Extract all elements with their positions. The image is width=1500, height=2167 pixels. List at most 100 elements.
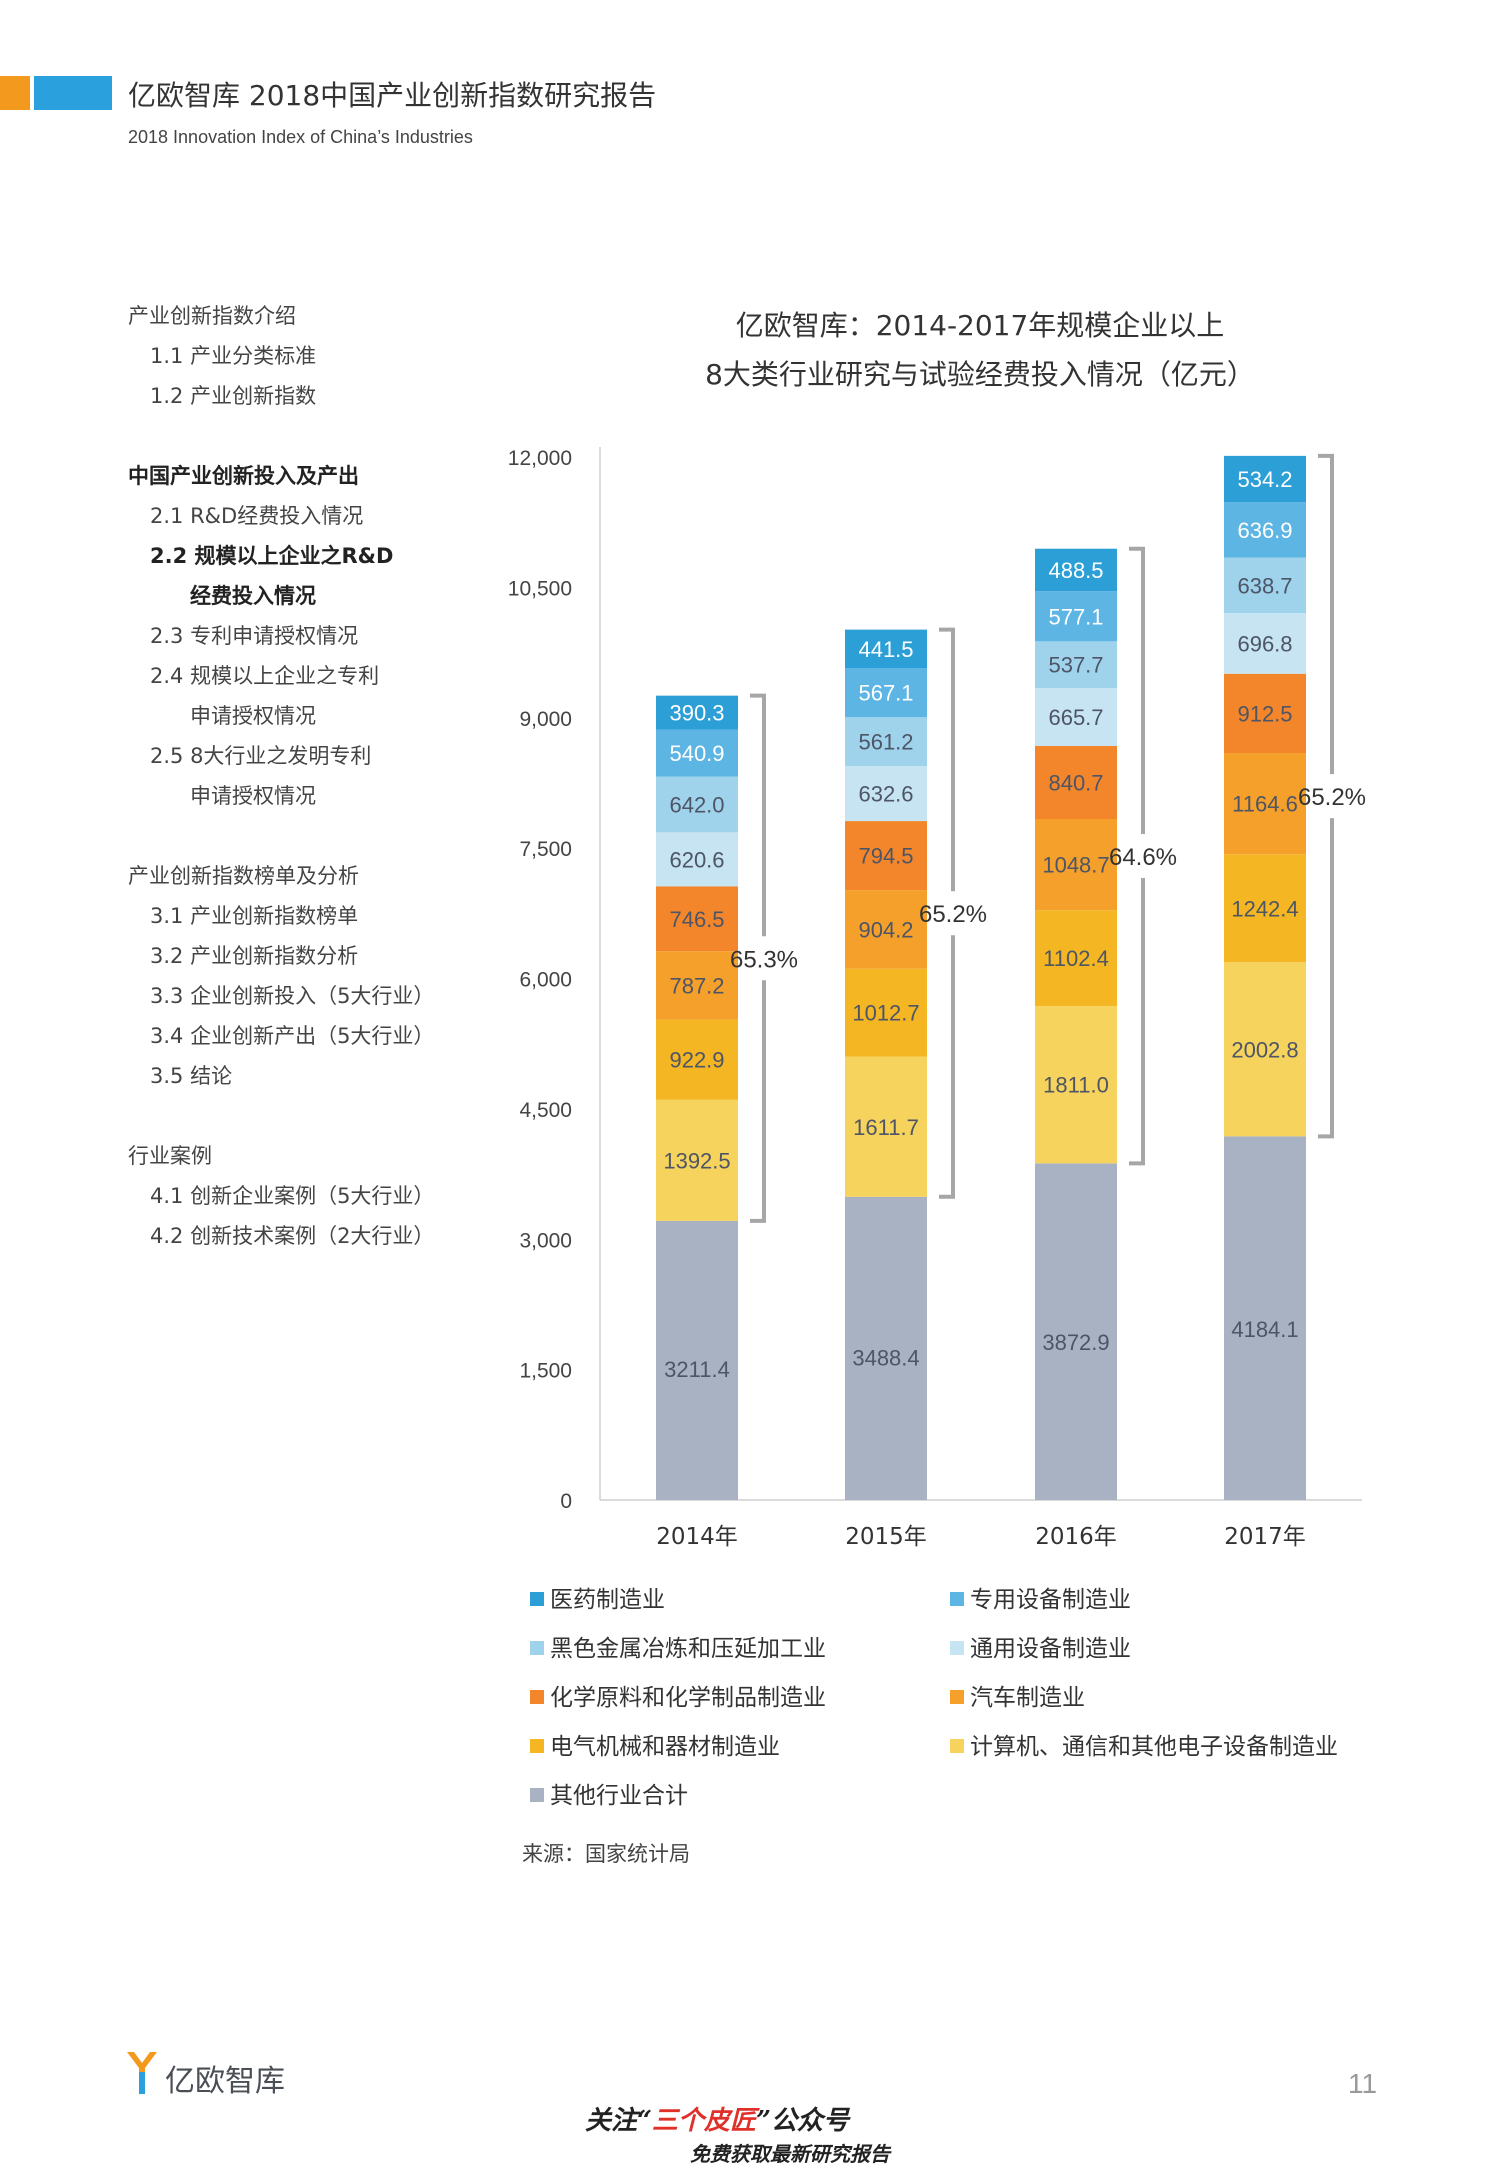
share-bracket <box>939 627 955 892</box>
legend-item: 化学原料和化学制品制造业 <box>530 1678 826 1712</box>
bar-segment <box>845 821 927 891</box>
bar-segment <box>1224 502 1306 558</box>
bar-segment <box>1224 854 1306 963</box>
bar-segment <box>1224 557 1306 614</box>
bar-segment <box>1035 819 1117 911</box>
chart-title-line1: 亿欧智库：2014-2017年规模企业以上 <box>735 309 1225 342</box>
bar-data-label: 642.0 <box>669 792 724 817</box>
toc-item: 3.1 产业创新指数榜单 <box>150 904 359 928</box>
share-bracket <box>1318 453 1334 775</box>
bar-segment <box>1035 688 1117 746</box>
bar-data-label: 1048.7 <box>1042 853 1109 878</box>
share-bracket <box>1129 878 1145 1166</box>
legend-label: 医药制造业 <box>550 1587 665 1613</box>
bar-segment <box>656 776 738 833</box>
bar-data-label: 390.3 <box>669 701 724 726</box>
bar-segment <box>656 1220 738 1500</box>
toc-item: 4.2 创新技术案例（2大行业） <box>150 1224 435 1248</box>
legend-item: 汽车制造业 <box>950 1678 1085 1712</box>
bar-segment <box>656 951 738 1020</box>
bar-data-label: 2002.8 <box>1231 1037 1298 1062</box>
bar-segment <box>1035 591 1117 642</box>
chart-legend: 医药制造业 专用设备制造业 黑色金属冶炼和压延加工业 通用设备制造业 化学原料和化学制品… <box>530 1580 1430 1830</box>
toc-item: 产业创新指数榜单及分析 <box>128 864 359 888</box>
share-bracket <box>1318 818 1334 1139</box>
bar-data-label: 665.7 <box>1048 705 1103 730</box>
bar-data-label: 620.6 <box>669 847 724 872</box>
legend-swatch <box>950 1690 964 1704</box>
bar-segment <box>845 890 927 969</box>
legend-swatch <box>530 1690 544 1704</box>
bar-segment <box>845 766 927 822</box>
bar-data-label: 1392.5 <box>663 1148 730 1173</box>
share-bracket <box>1129 546 1145 835</box>
bar-data-label: 912.5 <box>1237 701 1292 726</box>
legend-label: 专用设备制造业 <box>970 1587 1131 1613</box>
share-percent-label: 65.2% <box>919 901 987 928</box>
legend-label: 其他行业合计 <box>550 1783 688 1809</box>
y-tick-label: 6,000 <box>519 969 572 992</box>
bar-data-label: 3872.9 <box>1042 1330 1109 1355</box>
bar-segment <box>845 629 927 668</box>
toc-item: 申请授权情况 <box>190 784 316 808</box>
bar-segment <box>1035 641 1117 689</box>
bar-data-label: 794.5 <box>858 844 913 869</box>
bar-data-label: 1242.4 <box>1231 896 1298 921</box>
bar-data-label: 638.7 <box>1237 573 1292 598</box>
toc-item: 1.2 产业创新指数 <box>150 384 317 408</box>
bar-segment <box>1035 1005 1117 1164</box>
bar-segment <box>656 886 738 952</box>
legend-item: 专用设备制造业 <box>950 1580 1131 1614</box>
toc-item: 3.2 产业创新指数分析 <box>150 944 359 968</box>
share-bracket <box>750 693 766 937</box>
toc-item: 经费投入情况 <box>190 584 316 608</box>
legend-swatch <box>530 1788 544 1802</box>
legend-item: 通用设备制造业 <box>950 1629 1131 1663</box>
share-bracket <box>939 935 955 1199</box>
toc-item: 产业创新指数介绍 <box>128 304 296 328</box>
bar-data-label: 636.9 <box>1237 518 1292 543</box>
page-number: 11 <box>1348 2068 1378 2099</box>
y-tick-label: 10,500 <box>508 577 572 600</box>
toc-item: 3.3 企业创新投入（5大行业） <box>150 984 435 1008</box>
bar-segment <box>656 729 738 777</box>
toc-item: 3.4 企业创新产出（5大行业） <box>150 1024 435 1048</box>
x-tick-label: 2016年 <box>1035 1524 1117 1550</box>
legend-swatch <box>950 1641 964 1655</box>
report-subtitle: 2018 Innovation Index of China’s Industr… <box>128 127 473 147</box>
bar-segment <box>656 695 738 730</box>
bar-data-label: 3488.4 <box>852 1345 919 1370</box>
toc-item: 行业案例 <box>128 1144 212 1168</box>
legend-label: 计算机、通信和其他电子设备制造业 <box>970 1734 1338 1760</box>
bar-data-label: 567.1 <box>858 681 913 706</box>
bar-data-label: 4184.1 <box>1231 1317 1298 1342</box>
toc-item: 2.5 8大行业之发明专利 <box>150 744 372 768</box>
bar-data-label: 1164.6 <box>1232 792 1298 817</box>
toc-item: 2.2 规模以上企业之R&D <box>150 544 394 568</box>
share-percent-label: 65.2% <box>1298 784 1366 811</box>
bar-segment <box>845 717 927 767</box>
bar-segment <box>656 1099 738 1221</box>
toc-item: 4.1 创新企业案例（5大行业） <box>150 1184 435 1208</box>
x-tick-label: 2017年 <box>1224 1524 1306 1550</box>
bar-segment <box>1224 673 1306 754</box>
bar-data-label: 746.5 <box>669 907 724 932</box>
bar-segment <box>1035 910 1117 1006</box>
bar-data-label: 1102.4 <box>1043 946 1109 971</box>
bar-segment <box>656 832 738 887</box>
bar-data-label: 1811.0 <box>1043 1073 1109 1098</box>
x-tick-label: 2015年 <box>845 1524 927 1550</box>
bar-segment <box>845 667 927 718</box>
toc-item: 2.1 R&D经费投入情况 <box>150 504 364 528</box>
toc-item: 1.1 产业分类标准 <box>150 344 317 368</box>
toc-item: 2.4 规模以上企业之专利 <box>150 664 380 688</box>
bar-data-label: 3211.4 <box>664 1357 730 1382</box>
bar-segment <box>1224 1136 1306 1500</box>
chart-source: 来源：国家统计局 <box>522 1842 690 1866</box>
bar-data-label: 534.2 <box>1237 467 1292 492</box>
y-tick-label: 1,500 <box>519 1360 572 1383</box>
legend-item: 医药制造业 <box>530 1580 665 1614</box>
yiou-logo-icon <box>127 2052 157 2094</box>
y-tick-label: 3,000 <box>519 1229 572 1252</box>
x-tick-label: 2014年 <box>656 1524 738 1550</box>
